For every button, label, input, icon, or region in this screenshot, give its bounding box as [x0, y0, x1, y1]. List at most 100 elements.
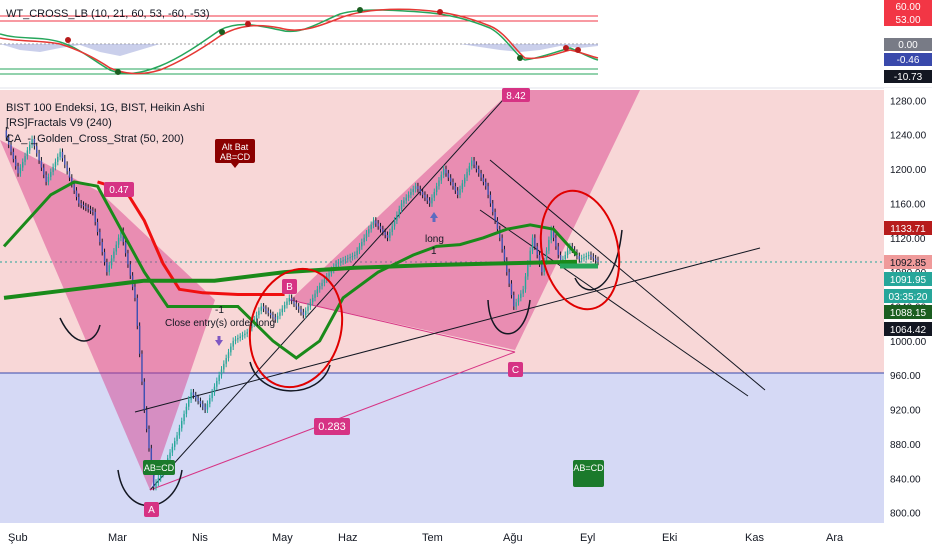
pattern-point-b-label: B	[286, 282, 293, 293]
candle-body	[529, 250, 531, 264]
candle-body	[445, 169, 447, 174]
candle-body	[295, 303, 298, 307]
candle-body	[396, 214, 398, 221]
main-legend: BIST 100 Endeksi, 1G, BIST, Heikin Ashi …	[6, 102, 205, 145]
abcd-right-badge[interactable]	[573, 460, 604, 487]
candle-body	[578, 256, 580, 260]
candle-body	[227, 352, 230, 359]
sma-fast-line	[2, 180, 579, 360]
candle-body	[351, 256, 354, 258]
candle-body	[557, 246, 559, 255]
candle-body	[47, 176, 50, 182]
candle-body	[438, 180, 440, 187]
candle-body	[489, 194, 492, 204]
candle-body	[485, 181, 487, 187]
ratio-badge-left-label: 0.47	[109, 185, 129, 196]
candle-body	[459, 189, 461, 195]
candle-body	[400, 203, 403, 210]
candle-body	[524, 276, 527, 290]
candle-body	[87, 207, 89, 210]
candle-body	[157, 478, 160, 483]
candle-body	[302, 312, 305, 316]
golden-cross-legend[interactable]: CA_-_Golden_Cross_Strat (50, 200)	[6, 133, 184, 145]
candle-body	[478, 169, 480, 174]
highlight-ellipse	[248, 267, 344, 389]
candle-body	[361, 242, 363, 247]
candle-body	[10, 144, 12, 152]
candle-body	[587, 254, 590, 257]
candle-body	[583, 257, 585, 259]
candle-body	[384, 232, 386, 235]
candle-body	[127, 253, 129, 265]
candle-body	[304, 310, 307, 316]
candle-body	[188, 399, 190, 407]
osc-tag-zero-label: 0.00	[898, 40, 918, 51]
osc-tag-60-label: 60.00	[895, 2, 920, 13]
candle-body	[110, 258, 113, 266]
time-axis[interactable]: Şub Mar Nis May Haz Tem Ağu Eyl Eki Kas Ara	[0, 523, 884, 550]
x-tick-label: Eyl	[580, 532, 595, 544]
candle-body	[286, 301, 288, 306]
x-tick-label: Ara	[826, 532, 844, 544]
x-tick-label: Ağu	[503, 532, 523, 544]
wt-cross-dot	[437, 9, 443, 15]
candle-body	[389, 232, 391, 238]
candle-body	[155, 482, 157, 487]
x-tick-label: Kas	[745, 532, 764, 544]
wt-cross-dot	[245, 21, 251, 27]
candle-body	[134, 286, 136, 298]
candle-body	[508, 272, 510, 284]
candle-body	[183, 413, 185, 422]
candle-body	[449, 177, 452, 182]
candle-body	[50, 171, 52, 177]
candle-body	[424, 194, 426, 198]
fractals-legend[interactable]: [RS]Fractals V9 (240)	[6, 117, 112, 129]
candle-body	[178, 428, 181, 436]
oscillator-legend[interactable]: WT_CROSS_LB (10, 21, 60, 53, -60, -53)	[6, 8, 210, 20]
candle-body	[14, 159, 17, 167]
candle-body	[391, 226, 393, 233]
candle-body	[382, 229, 384, 233]
price-tag-1088	[884, 305, 932, 319]
osc-tag-neg046-label: -0.46	[897, 55, 920, 66]
candle-body	[71, 177, 73, 185]
candle-body	[138, 325, 141, 354]
candle-body	[272, 315, 274, 318]
price-tag-1088-label: 1088.15	[890, 308, 927, 319]
candle-body	[279, 312, 281, 316]
candle-body	[99, 232, 101, 243]
candle-body	[370, 224, 372, 230]
y-tick-label: 1000.00	[890, 337, 927, 348]
symbol-title[interactable]: BIST 100 Endeksi, 1G, BIST, Heikin Ashi	[6, 102, 205, 114]
candle-body	[45, 174, 47, 182]
candle-body	[5, 130, 8, 138]
y-tick-label: 840.00	[890, 474, 921, 485]
price-tag-1133	[884, 221, 932, 235]
wt-cross-dot	[219, 29, 225, 35]
x-tick-label: Nis	[192, 532, 208, 544]
candle-body	[480, 173, 482, 178]
alt-bat-badge[interactable]	[215, 139, 255, 163]
candle-body	[342, 260, 344, 262]
candle-body	[463, 177, 466, 184]
candle-body	[594, 258, 597, 261]
candle-body	[269, 312, 272, 316]
x-tick-label: May	[272, 532, 293, 544]
harmonic-xab-triangle	[0, 140, 215, 490]
candle-body	[431, 197, 433, 204]
price-tag-1064-label: 1064.42	[890, 325, 927, 336]
abcd-left-badge[interactable]	[143, 460, 175, 475]
candle-body	[241, 335, 244, 337]
candle-body	[185, 406, 188, 414]
candle-body	[43, 167, 45, 175]
candle-body	[534, 237, 536, 247]
candle-body	[426, 197, 428, 201]
candle-body	[492, 203, 494, 212]
sma-slow-line	[3, 259, 578, 300]
candle-body	[410, 191, 412, 195]
candle-body	[202, 403, 204, 407]
abcd-left-label: AB=CD	[144, 463, 175, 473]
alt-bat-label: Alt Bat	[222, 142, 249, 152]
close-entry-label: Close entry(s) order long	[165, 318, 275, 329]
candle-body	[590, 254, 592, 257]
